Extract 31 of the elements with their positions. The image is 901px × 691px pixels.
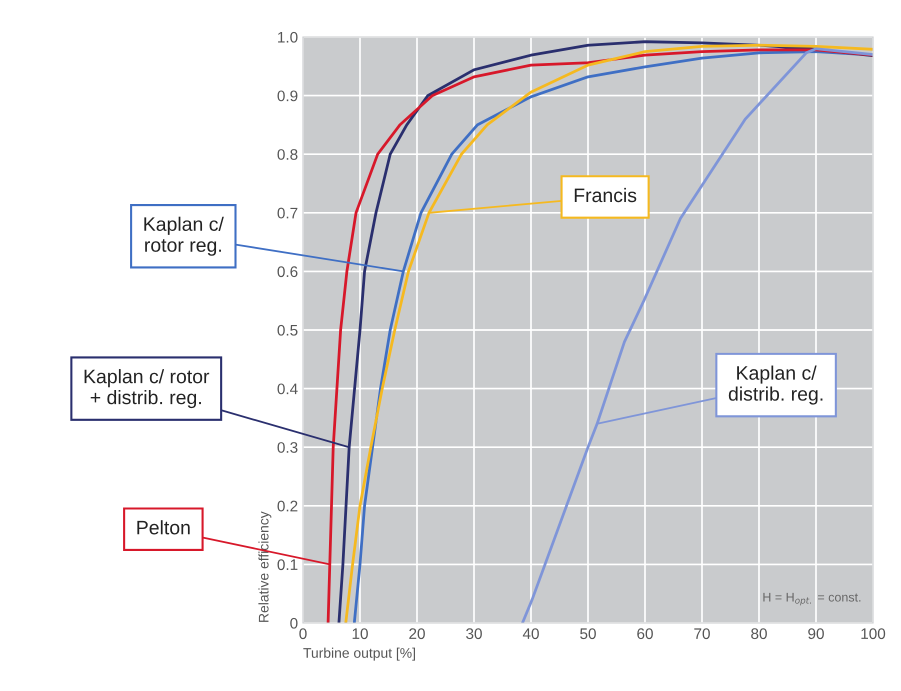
y-tick-label: 0.7 <box>278 208 298 218</box>
x-tick-label: 60 <box>637 628 653 640</box>
text: Pelton <box>137 520 190 534</box>
y-tick-label: 1.0 <box>278 32 298 43</box>
annotation: H = H$_{opt.}$ = const. <box>763 592 860 606</box>
x-tick-label: 100 <box>861 628 886 640</box>
line-series <box>521 47 873 623</box>
text: Kaplan c/ distrib. reg. <box>728 366 822 405</box>
text: Kaplan c/ rotor reg. <box>144 216 224 256</box>
x-tick-label: 90 <box>808 628 824 640</box>
y-tick-label: 0.2 <box>278 500 298 512</box>
y-tick-label: 0.9 <box>278 90 298 102</box>
y-tick-label: 0.1 <box>278 559 298 570</box>
y-tick-label: 0.5 <box>278 324 298 336</box>
x-tick-label: 0 <box>299 628 307 640</box>
x-tick-label: 30 <box>466 628 482 640</box>
text: Francis <box>574 188 636 202</box>
y-tick-label: 0.4 <box>278 383 298 394</box>
y-tick-label: 0.6 <box>278 266 298 278</box>
y-tick-label: 0.3 <box>278 442 298 453</box>
x-axis-title: Turbine output [%] <box>303 648 415 661</box>
x-tick-label: 50 <box>580 628 596 640</box>
x-tick-label: 20 <box>409 628 425 640</box>
x-tick-label: 70 <box>694 628 710 640</box>
x-tick-label: 10 <box>352 628 368 640</box>
text: Kaplan c/ rotor + distrib. reg. <box>84 369 210 408</box>
y-tick-label: 0.8 <box>278 149 298 160</box>
y-tick-label: 0 <box>290 618 298 629</box>
x-tick-label: 80 <box>751 628 767 640</box>
y-axis-title: Relative efficiency <box>258 511 272 622</box>
x-tick-label: 40 <box>522 628 539 640</box>
